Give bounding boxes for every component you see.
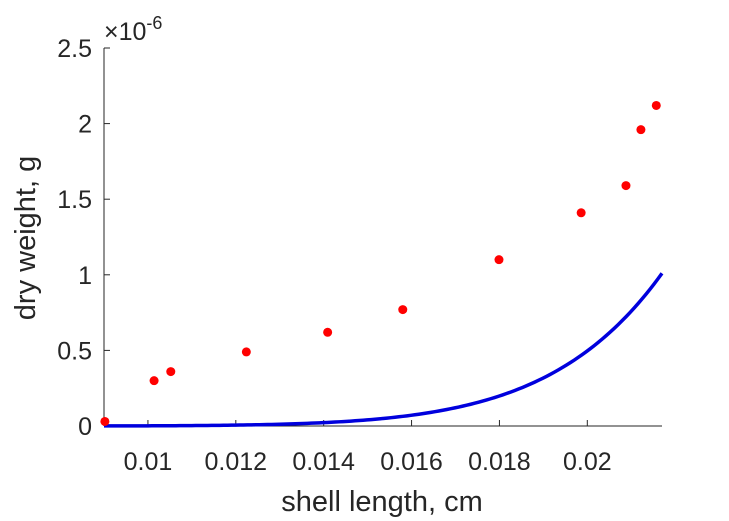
x-axis-ticks: 0.01 0.012 0.014 0.016 0.018 0.02 — [124, 420, 612, 476]
data-point — [323, 327, 333, 337]
data-point — [576, 208, 586, 218]
x-tick-label: 0.014 — [292, 448, 355, 476]
y-tick-label: 2 — [78, 111, 92, 139]
x-tick-label: 0.018 — [468, 448, 531, 476]
x-tick-label: 0.012 — [205, 448, 268, 476]
x-tick-label: 0.016 — [380, 448, 443, 476]
y-axis-label: dry weight, g — [10, 156, 42, 320]
data-point — [166, 367, 176, 377]
data-points — [100, 100, 661, 426]
x-tick-label: 0.02 — [563, 448, 612, 476]
y-tick-label: 2.5 — [57, 35, 92, 63]
y-axis-exponent: ×10-6 — [104, 13, 162, 46]
data-point — [621, 181, 631, 191]
data-point — [241, 347, 251, 357]
plot-area: 0.01 0.012 0.014 0.016 0.018 0.02 0 0.5 1 1.5 2 2.… — [57, 35, 664, 476]
y-axis-ticks: 0 0.5 1 1.5 2 2.5 — [57, 35, 110, 441]
y-tick-label: 0 — [78, 413, 92, 441]
data-point — [149, 376, 159, 386]
y-tick-label: 1.5 — [57, 186, 92, 214]
data-point — [100, 416, 110, 426]
data-point — [636, 125, 646, 135]
y-tick-label: 1 — [78, 262, 92, 290]
y-tick-label: 0.5 — [57, 337, 92, 365]
fit-line — [103, 272, 664, 428]
data-point — [651, 100, 661, 110]
x-axis-label: shell length, cm — [281, 486, 483, 518]
x-tick-label: 0.01 — [124, 448, 173, 476]
data-point — [398, 305, 408, 315]
data-point — [494, 255, 504, 265]
